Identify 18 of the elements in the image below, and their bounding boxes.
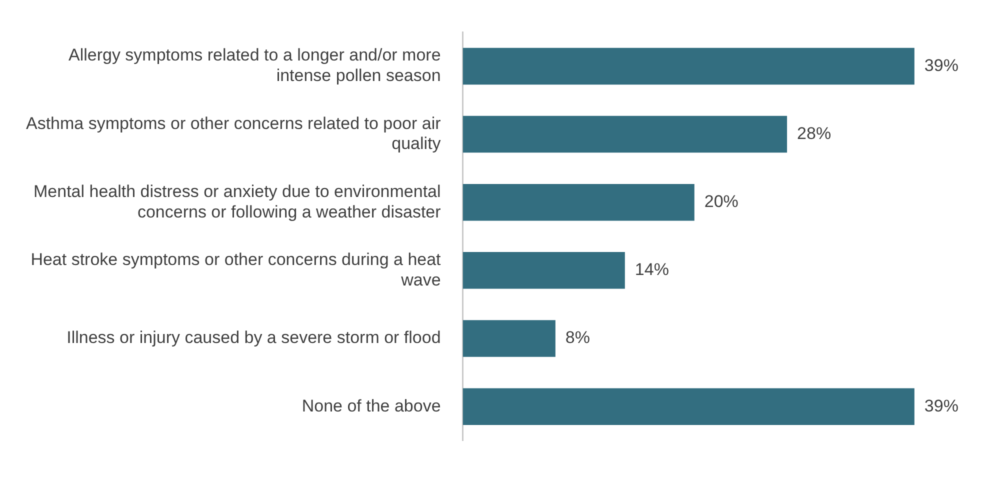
bar [462,388,914,425]
data-label: 8% [565,328,590,348]
y-tick-label: Mental health distress or anxiety due to environmental concerns or following a weather disaster [34,182,442,222]
data-label: 39% [924,396,958,416]
bar [462,320,556,357]
bar [462,184,694,221]
bar [462,116,788,153]
data-label: 20% [704,192,738,212]
bar [462,48,914,85]
y-tick-label: Allergy symptoms related to a longer and/or more intense pollen season [68,46,441,86]
data-label: 28% [797,124,832,143]
data-label: 14% [634,260,669,280]
y-tick-label: Asthma symptoms or other concerns related to poor air quality [26,114,442,154]
bar [462,252,625,289]
y-tick-label: None of the above [302,396,441,416]
y-tick-label: Illness or injury caused by a severe storm or flood [66,328,441,348]
data-label: 39% [924,56,958,75]
y-tick-label: Heat stroke symptoms or other concerns during a heat wave [30,250,442,290]
